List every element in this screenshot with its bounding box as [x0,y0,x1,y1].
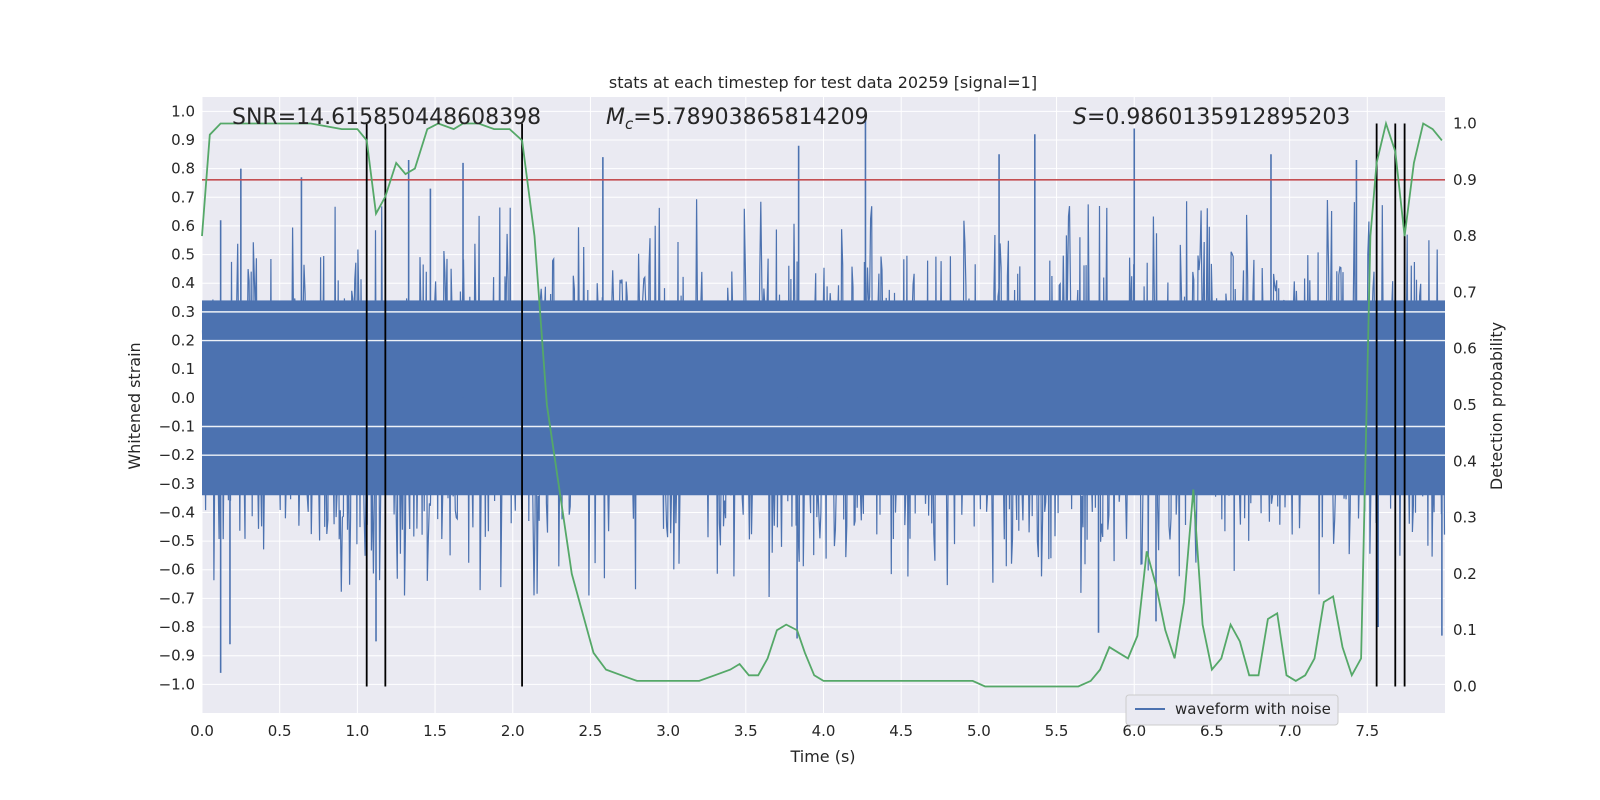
waveform-series [201,119,1446,673]
y-tick-label: 0.3 [171,303,195,321]
y-tick-label: 1.0 [171,102,195,120]
x-tick-label: 0.5 [268,722,292,740]
x-tick-label: 4.0 [812,722,836,740]
y2-axis-ticks: 1.0 0.9 0.8 0.7 0.6 0.5 0.4 0.3 0.2 0.1 0.0 [1453,114,1477,695]
legend: waveform with noise [1125,694,1339,726]
y2-axis-label: Detection probability [1487,322,1506,490]
y2-tick-label: 0.0 [1453,678,1477,696]
x-tick-label: 0.0 [190,722,214,740]
x-tick-label: 5.5 [1045,722,1069,740]
y-axis-label: Whitened strain [125,342,144,469]
chirp-mass-value: =5.78903865814209 [633,105,868,130]
snr-annotation: SNR=14.615850448608398 [232,105,541,130]
chirp-mass-subscript: c [625,115,634,133]
y-tick-label: −0.9 [159,647,195,665]
y2-tick-label: 1.0 [1453,114,1477,132]
y2-tick-label: 0.5 [1453,396,1477,414]
y-tick-label: 0.2 [171,332,195,350]
y2-tick-label: 0.7 [1453,283,1477,301]
waveform-core-band [202,300,1445,496]
probability-series [201,120,1443,688]
x-tick-label: 2.0 [501,722,525,740]
y-tick-label: 0.7 [171,188,195,206]
y2-tick-label: 0.9 [1453,171,1477,189]
x-tick-label: 7.5 [1355,722,1379,740]
x-axis-ticks: 0.0 0.5 1.0 1.5 2.0 2.5 3.0 3.5 4.0 4.5 5.0 5.5 6.0 6… [190,722,1379,740]
x-tick-label: 7.0 [1278,722,1302,740]
x-tick-label: 3.0 [656,722,680,740]
y-tick-label: −0.5 [159,532,195,550]
x-tick-label: 2.5 [579,722,603,740]
x-tick-label: 1.5 [423,722,447,740]
y-tick-label: −0.6 [159,561,195,579]
x-tick-label: 1.0 [345,722,369,740]
y-tick-label: 0.0 [171,389,195,407]
y-tick-label: 0.5 [171,246,195,264]
y2-tick-label: 0.8 [1453,227,1477,245]
probability-line [201,120,1443,688]
y2-tick-label: 0.3 [1453,509,1477,527]
y-tick-label: 0.8 [171,160,195,178]
chart-title: stats at each timestep for test data 202… [609,73,1037,92]
score-value: =0.9860135912895203 [1087,105,1350,130]
x-tick-label: 5.0 [967,722,991,740]
x-tick-label: 4.5 [889,722,913,740]
y-tick-label: −0.3 [159,475,195,493]
score-symbol: S [1073,105,1087,130]
y-tick-label: −0.4 [159,503,195,521]
score-annotation: S=0.9860135912895203 [1073,105,1350,130]
x-tick-label: 3.5 [734,722,758,740]
y-tick-label: −0.7 [159,589,195,607]
y-tick-label: 0.6 [171,217,195,235]
y-tick-label: 0.1 [171,360,195,378]
marker-lines [365,123,1406,687]
x-axis-label: Time (s) [789,747,855,766]
x-tick-label: 6.5 [1200,722,1224,740]
y-tick-label: 0.9 [171,131,195,149]
y-tick-label: −0.8 [159,618,195,636]
y-tick-label: −1.0 [159,675,195,693]
y2-tick-label: 0.4 [1453,452,1477,470]
y-axis-ticks: 1.0 0.9 0.8 0.7 0.6 0.5 0.4 0.3 0.2 0.1 0.0 −0.1 −0.… [159,102,195,693]
chirp-mass-annotation: Mc=5.78903865814209 [606,105,869,133]
chirp-mass-symbol: M [606,105,625,130]
legend-box [1125,694,1339,726]
x-tick-label: 6.0 [1122,722,1146,740]
y2-tick-label: 0.1 [1453,621,1477,639]
y-tick-label: −0.2 [159,446,195,464]
y2-tick-label: 0.6 [1453,340,1477,358]
y-tick-label: 0.4 [171,274,195,292]
y-tick-label: −0.1 [159,417,195,435]
y2-tick-label: 0.2 [1453,565,1477,583]
legend-label: waveform with noise [1175,700,1331,718]
